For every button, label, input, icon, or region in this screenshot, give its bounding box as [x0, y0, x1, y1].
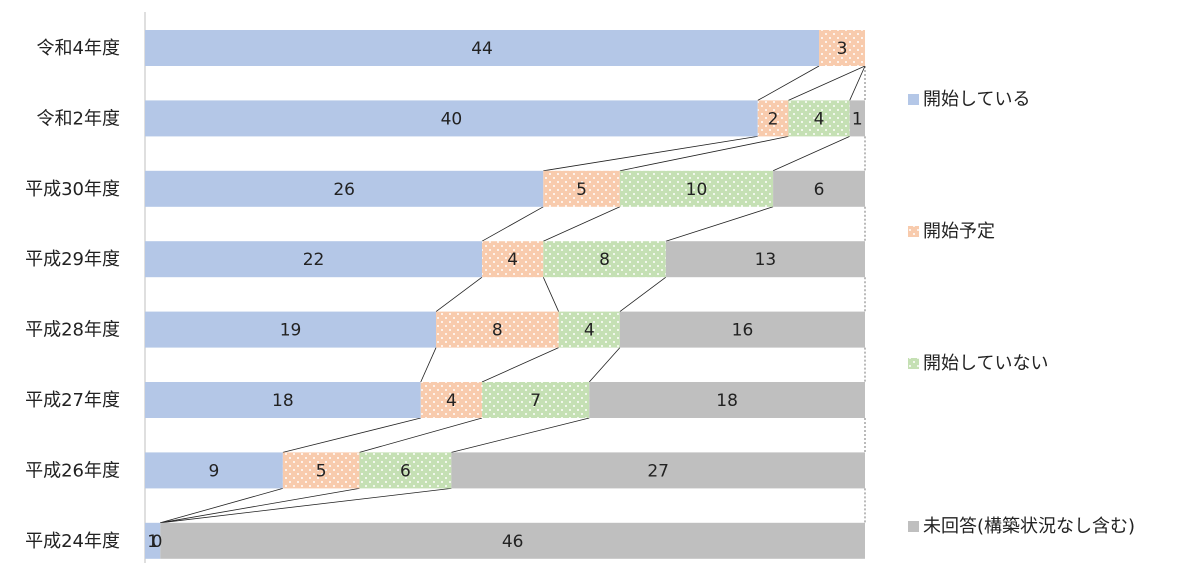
bar-segment: [788, 100, 850, 137]
bar-segment: [451, 452, 865, 489]
data-label: 6: [814, 180, 825, 200]
series-line: [160, 488, 452, 524]
data-label: 4: [814, 109, 825, 129]
series-line: [420, 347, 437, 383]
bar-segment: [849, 100, 865, 137]
bar-segment: [145, 382, 421, 418]
series-line: [665, 206, 774, 242]
bar-segment: [145, 311, 437, 348]
data-label: 26: [333, 180, 355, 200]
legend-label: 未回答(構築状況なし含む): [923, 516, 1135, 537]
bar-segment: [145, 452, 283, 489]
bar-segment: [619, 311, 865, 348]
data-label: 9: [209, 461, 220, 481]
data-label: 1: [852, 109, 863, 129]
legend-swatch: [908, 94, 919, 105]
data-label: 4: [446, 391, 457, 411]
bar-segment: [543, 241, 666, 278]
legend-swatch: [908, 226, 919, 237]
bar-segment: [160, 522, 865, 559]
series-line: [282, 417, 421, 453]
bar-segment: [145, 100, 758, 137]
category-label: 令和4年度: [37, 38, 120, 59]
legend-label: 開始予定: [923, 221, 995, 242]
series-line: [772, 136, 850, 172]
series-line: [160, 488, 283, 524]
data-label: 19: [280, 321, 302, 341]
bar-segment: [145, 241, 483, 278]
bar-segment: [773, 170, 865, 207]
bar-segment: [558, 311, 620, 348]
bar-segment: [589, 382, 865, 418]
data-label: 6: [400, 461, 411, 481]
category-label: 平成30年度: [25, 179, 120, 200]
bar-segment: [482, 241, 544, 278]
data-label: 40: [441, 109, 463, 129]
category-label: 平成26年度: [25, 460, 120, 481]
series-line: [543, 136, 758, 172]
bar-segment: [359, 452, 452, 489]
bar-segment: [819, 30, 865, 66]
data-label: 18: [716, 391, 738, 411]
series-line: [588, 347, 621, 383]
series-line: [619, 136, 789, 172]
series-line: [849, 65, 866, 101]
data-label: 3: [837, 39, 848, 59]
bar-segment: [757, 100, 789, 137]
series-lines: [160, 65, 866, 524]
data-label: 16: [732, 321, 754, 341]
series-line: [435, 276, 483, 312]
series-line: [481, 347, 559, 383]
bar-segment: [482, 382, 590, 418]
legend-swatch: [908, 358, 919, 369]
category-label: 平成27年度: [25, 390, 120, 411]
data-label: 44: [471, 39, 493, 59]
data-label: 8: [492, 321, 503, 341]
bar-segment: [282, 452, 360, 489]
data-label: 5: [316, 461, 327, 481]
data-label: 0: [152, 532, 163, 552]
series-line: [451, 417, 590, 453]
data-label: 5: [576, 180, 587, 200]
series-line: [359, 417, 483, 453]
data-label: 46: [502, 532, 524, 552]
legend-swatch: [908, 521, 919, 532]
series-line: [757, 65, 820, 101]
category-label: 平成28年度: [25, 320, 120, 341]
data-label: 8: [599, 250, 610, 270]
bar-segment: [145, 170, 544, 207]
legend-label: 開始している: [923, 89, 1030, 110]
series-line: [542, 277, 559, 312]
bar-segment: [665, 241, 865, 278]
series-line: [160, 488, 360, 524]
series-line: [788, 65, 866, 101]
legend-label: 開始していない: [923, 353, 1048, 374]
bar-segment: [619, 170, 774, 207]
bar-segment: [436, 311, 559, 348]
data-label: 2: [768, 109, 779, 129]
bar-segment: [145, 30, 820, 66]
data-label: 4: [584, 321, 595, 341]
bar-segment: [543, 170, 620, 207]
bar-segment: [420, 382, 483, 418]
bar-segment: [145, 522, 161, 559]
category-label: 令和2年度: [37, 108, 120, 129]
category-label: 平成29年度: [25, 249, 120, 270]
data-label: 1: [147, 532, 158, 552]
category-label: 平成24年度: [25, 531, 120, 552]
data-label: 22: [303, 250, 325, 270]
data-label: 18: [272, 391, 294, 411]
data-label: 27: [647, 461, 669, 481]
data-label: 10: [686, 180, 708, 200]
data-label: 13: [755, 250, 777, 270]
bars: [145, 30, 865, 559]
series-line: [481, 206, 544, 242]
data-label: 4: [507, 250, 518, 270]
data-label: 7: [530, 391, 541, 411]
series-line: [619, 276, 667, 312]
series-line: [543, 206, 621, 242]
